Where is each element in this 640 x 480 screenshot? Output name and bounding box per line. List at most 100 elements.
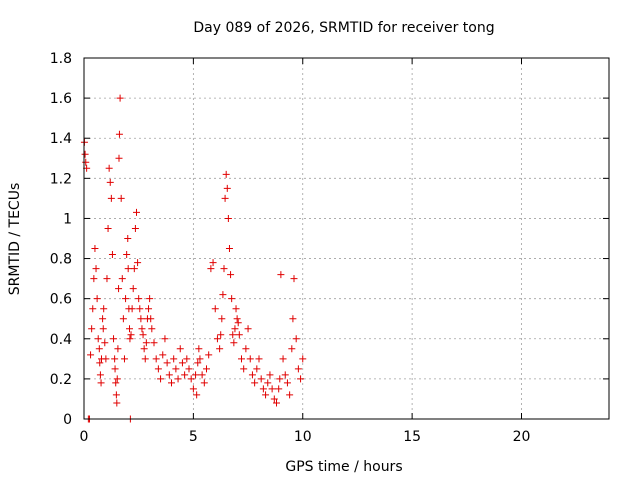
data-point bbox=[99, 315, 107, 323]
data-point bbox=[266, 371, 274, 379]
data-point bbox=[238, 355, 245, 363]
data-point bbox=[227, 271, 235, 279]
data-point bbox=[223, 184, 231, 192]
data-point bbox=[262, 391, 270, 399]
data-point bbox=[297, 375, 305, 383]
data-point bbox=[114, 345, 122, 353]
data-point bbox=[281, 371, 289, 379]
data-point bbox=[112, 391, 120, 399]
data-point bbox=[193, 391, 201, 399]
data-point bbox=[89, 305, 97, 313]
data-point bbox=[181, 371, 189, 379]
data-point bbox=[174, 375, 182, 383]
grid bbox=[84, 58, 609, 419]
data-point bbox=[128, 305, 136, 313]
data-point bbox=[207, 265, 215, 273]
data-point bbox=[194, 359, 202, 367]
data-point bbox=[270, 395, 278, 403]
data-point bbox=[242, 345, 250, 353]
data-point bbox=[111, 365, 119, 373]
y-tick-label: 1.2 bbox=[50, 171, 72, 187]
data-point bbox=[108, 251, 116, 259]
data-point bbox=[124, 235, 132, 242]
data-point bbox=[87, 351, 95, 359]
data-point bbox=[113, 399, 121, 407]
y-tick-label: 1.8 bbox=[50, 51, 72, 67]
x-tick-label: 10 bbox=[294, 429, 312, 445]
data-point bbox=[248, 371, 256, 379]
data-point bbox=[168, 379, 175, 387]
data-point bbox=[135, 295, 143, 303]
data-point bbox=[154, 365, 162, 373]
data-point bbox=[157, 375, 165, 383]
y-tick-label: 0.8 bbox=[50, 252, 72, 268]
data-point bbox=[233, 315, 241, 323]
data-point bbox=[231, 325, 239, 333]
data-point bbox=[185, 365, 193, 373]
data-point bbox=[203, 365, 210, 373]
data-point bbox=[96, 359, 104, 367]
data-point bbox=[176, 345, 184, 353]
data-point bbox=[92, 265, 100, 273]
chart-title: Day 089 of 2026, SRMTID for receiver ton… bbox=[193, 20, 494, 36]
data-point bbox=[124, 265, 132, 273]
data-point bbox=[244, 325, 252, 333]
data-point bbox=[119, 315, 127, 323]
data-point bbox=[229, 331, 237, 339]
data-point bbox=[140, 345, 148, 353]
data-point bbox=[106, 178, 114, 186]
data-point bbox=[290, 275, 298, 283]
data-point bbox=[127, 331, 135, 339]
data-point bbox=[222, 170, 230, 178]
data-point bbox=[178, 359, 186, 367]
data-point bbox=[118, 275, 126, 283]
data-point bbox=[292, 335, 300, 343]
data-point bbox=[209, 259, 217, 267]
y-tick-label: 0 bbox=[63, 412, 72, 428]
data-point bbox=[104, 224, 112, 232]
data-point bbox=[283, 379, 291, 387]
data-point bbox=[145, 305, 153, 313]
data-point bbox=[134, 259, 142, 267]
data-point bbox=[225, 245, 233, 253]
data-point bbox=[165, 371, 173, 379]
data-point bbox=[205, 351, 213, 359]
data-point bbox=[115, 130, 123, 138]
data-point bbox=[235, 331, 243, 339]
data-point bbox=[183, 355, 191, 363]
data-point bbox=[257, 375, 265, 383]
data-point bbox=[100, 305, 108, 313]
data-point bbox=[289, 315, 297, 323]
data-point bbox=[192, 371, 200, 379]
data-point bbox=[146, 295, 154, 303]
data-point bbox=[150, 339, 158, 347]
x-axis-label: GPS time / hours bbox=[285, 459, 402, 475]
data-point bbox=[159, 351, 167, 359]
data-point bbox=[264, 379, 272, 387]
data-point bbox=[90, 275, 98, 283]
data-point bbox=[195, 345, 203, 353]
data-point bbox=[277, 271, 285, 279]
data-point bbox=[220, 265, 228, 273]
data-point bbox=[279, 355, 287, 363]
data-point bbox=[105, 164, 113, 172]
data-point bbox=[234, 319, 242, 327]
data-point bbox=[115, 285, 123, 293]
data-point bbox=[82, 158, 90, 166]
data-point bbox=[230, 339, 238, 347]
data-point bbox=[129, 285, 137, 293]
data-point bbox=[232, 305, 240, 313]
y-tick-label: 1 bbox=[63, 211, 72, 227]
data-point bbox=[196, 355, 204, 363]
data-point bbox=[219, 291, 227, 299]
data-point bbox=[111, 355, 119, 363]
data-point bbox=[113, 375, 121, 383]
data-point bbox=[115, 154, 123, 162]
data-point bbox=[288, 345, 296, 353]
data-point bbox=[217, 331, 225, 339]
data-point bbox=[228, 295, 236, 303]
y-tick-label: 0.6 bbox=[50, 292, 72, 308]
data-point bbox=[120, 355, 128, 363]
x-tick-label: 15 bbox=[403, 429, 421, 445]
data-point bbox=[253, 365, 261, 373]
